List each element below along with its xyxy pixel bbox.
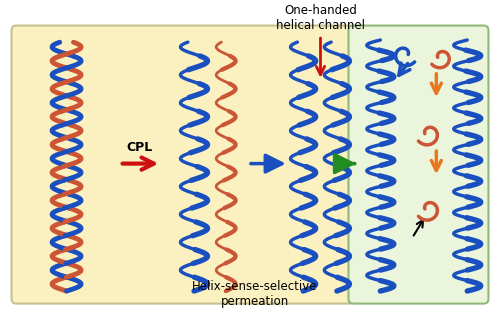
Text: Helix-sense-selective
permeation: Helix-sense-selective permeation <box>192 280 318 308</box>
Text: One-handed
helical channel: One-handed helical channel <box>276 4 365 32</box>
FancyBboxPatch shape <box>12 26 354 304</box>
Text: CPL: CPL <box>127 141 153 154</box>
FancyBboxPatch shape <box>348 26 488 304</box>
